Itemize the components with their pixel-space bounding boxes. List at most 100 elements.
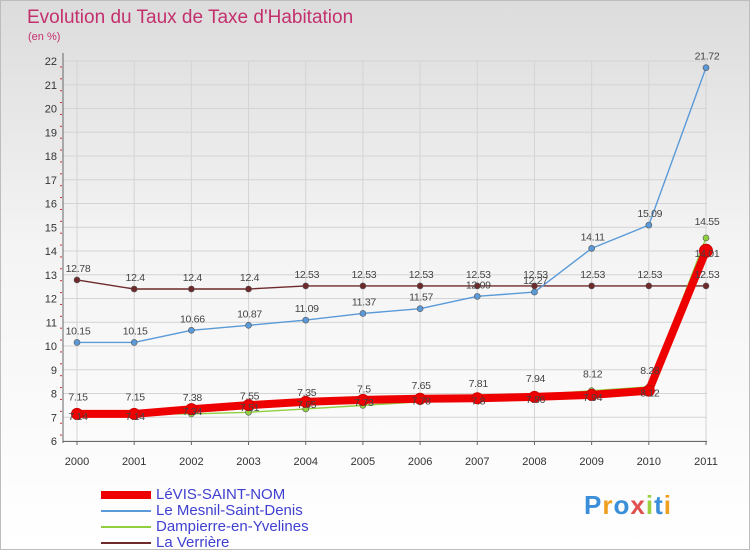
logo-letter: P: [584, 490, 603, 520]
axis-layer: 6 7 8 9 10 11 12 13 14 15 16 17 18 19 20 21 22 2000 2001 20…: [45, 53, 718, 468]
data-label-mesnil: 21.72: [695, 51, 720, 63]
data-label-mesnil: 14.11: [581, 231, 605, 243]
data-point-verriere: [473, 282, 481, 290]
data-label-dampierre: 7.35: [297, 387, 317, 399]
proxiti-logo: Proxiti: [584, 490, 672, 521]
data-point-mesnil: [473, 293, 481, 300]
data-label-levis: 7.73: [354, 397, 374, 409]
data-point-levis: [471, 392, 484, 405]
data-label-verriere: 12.53: [409, 269, 434, 281]
series-line-mesnil: [76, 66, 707, 344]
data-point-levis: [185, 403, 198, 416]
logo-letter: t: [654, 490, 664, 520]
data-label-dampierre: 7.38: [183, 392, 203, 404]
legend-label-levis: LéVIS-SAINT-NOM: [156, 486, 286, 503]
data-label-mesnil: 12.09: [466, 279, 491, 291]
legend-swatch-dampierre: [101, 526, 151, 528]
data-point-levis: [528, 390, 541, 403]
data-label-verriere: 12.53: [523, 269, 548, 281]
data-label-levis: 7.78: [411, 396, 431, 408]
x-tick-label: 2004: [293, 456, 317, 468]
y-tick-label: 20: [45, 104, 57, 116]
series-layer: [71, 64, 713, 420]
data-point-dampierre: [702, 234, 710, 242]
logo-letter: r: [602, 490, 614, 520]
data-point-verriere: [588, 282, 595, 290]
data-label-levis: 14.01: [695, 248, 720, 260]
data-label-layer: 7.14 7.14 7.34 7.51 7.65 7.73 7.78 7.8 7.86 7.94 8…: [66, 51, 721, 423]
data-point-verriere: [702, 282, 710, 290]
y-tick-label: 17: [45, 175, 57, 187]
data-point-verriere: [188, 285, 195, 293]
data-point-levis: [128, 407, 141, 420]
x-tick-label: 2007: [465, 456, 489, 468]
data-point-levis: [356, 393, 369, 406]
data-point-verriere: [416, 282, 424, 290]
x-tick-label: 2003: [236, 456, 260, 468]
data-point-verriere: [645, 282, 653, 290]
data-label-levis: 7.51: [240, 402, 260, 414]
x-tick-label: 2011: [694, 456, 718, 468]
data-label-verriere: 12.53: [294, 269, 319, 281]
data-point-mesnil: [588, 245, 595, 252]
data-point-levis: [299, 395, 312, 408]
y-tick-label: 9: [51, 365, 57, 377]
data-point-verriere: [130, 285, 138, 293]
series-line-verriere: [76, 279, 707, 290]
data-label-verriere: 12.53: [352, 269, 377, 281]
data-label-dampierre: 7.5: [357, 383, 371, 395]
y-tick-label: 19: [45, 127, 57, 139]
y-tick-label: 8: [51, 389, 57, 401]
data-label-verriere: 12.4: [183, 272, 203, 284]
data-label-dampierre: 7.55: [240, 390, 260, 402]
data-label-mesnil: 10.66: [180, 313, 205, 325]
y-tick-label: 15: [45, 222, 57, 234]
data-point-levis: [642, 384, 655, 397]
logo-letter: i: [645, 490, 655, 520]
data-label-dampierre: 8.28: [640, 365, 660, 377]
data-point-verriere: [302, 282, 310, 290]
data-point-mesnil: [702, 64, 710, 71]
data-label-levis: 7.14: [68, 411, 88, 423]
data-point-verriere: [359, 282, 367, 290]
y-tick-label: 6: [51, 436, 57, 448]
y-tick-label: 7: [51, 412, 57, 424]
data-point-mesnil: [302, 316, 310, 324]
grid-layer: [63, 60, 707, 442]
data-label-levis: 8.12: [640, 388, 660, 400]
x-tick-label: 2001: [122, 456, 146, 468]
data-label-levis: 7.14: [126, 411, 146, 423]
legend-swatch-levis: [101, 491, 151, 499]
logo-letter: o: [613, 490, 631, 520]
legend-label-mesnil: Le Mesnil-Saint-Denis: [156, 502, 303, 519]
y-tick-label: 11: [46, 317, 57, 329]
data-label-verriere: 12.53: [695, 269, 720, 281]
y-axis-unit: (en %): [28, 31, 61, 43]
data-point-levis: [242, 399, 255, 412]
y-tick-label: 16: [45, 199, 57, 211]
data-label-verriere: 12.53: [637, 269, 662, 281]
data-point-mesnil: [645, 221, 653, 229]
data-label-levis: 7.86: [526, 394, 546, 406]
y-tick-label: 21: [45, 80, 57, 92]
x-tick-label: 2006: [408, 456, 432, 468]
data-label-dampierre: 7.81: [469, 378, 489, 390]
series-line-levis: [73, 246, 710, 418]
y-tick-label: 13: [45, 270, 57, 282]
data-point-verriere: [73, 276, 81, 284]
y-tick-label: 12: [45, 294, 57, 306]
data-label-dampierre: 7.15: [68, 392, 88, 404]
x-tick-label: 2005: [351, 456, 375, 468]
data-point-levis: [71, 407, 83, 420]
x-tick-label: 2000: [65, 456, 89, 468]
data-label-verriere: 12.4: [240, 272, 260, 284]
data-label-dampierre: 8.12: [583, 369, 603, 381]
data-label-mesnil: 11.37: [352, 296, 376, 308]
data-point-mesnil: [416, 305, 424, 313]
data-label-mesnil: 10.87: [237, 308, 262, 320]
data-label-mesnil: 11.09: [295, 303, 319, 315]
data-point-mesnil: [188, 327, 195, 334]
data-label-dampierre: 14.55: [695, 216, 720, 228]
data-label-dampierre: 7.15: [126, 392, 146, 404]
chart-title: Evolution du Taux de Taxe d'Habitation: [27, 7, 354, 28]
